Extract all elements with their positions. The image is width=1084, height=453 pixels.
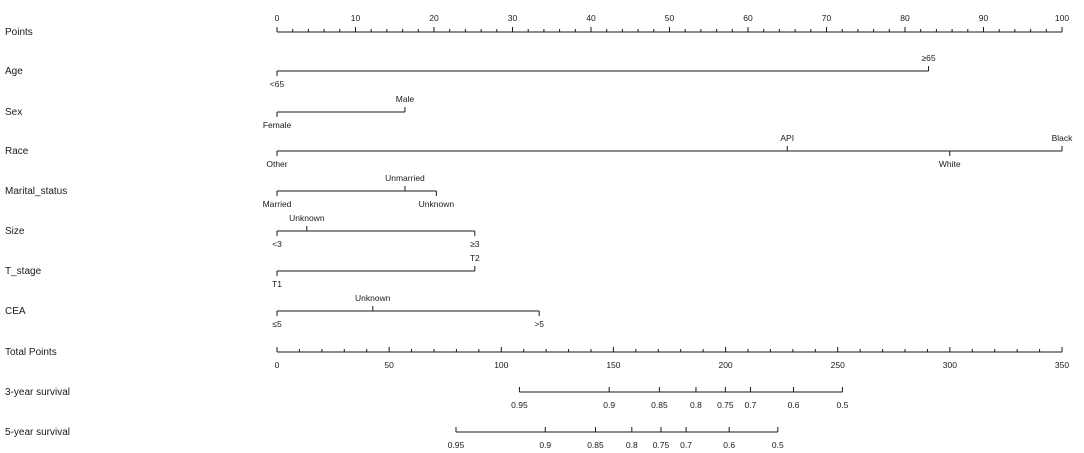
points-tick-label: 10 <box>351 13 361 23</box>
5-year-survival-tick-label: 0.6 <box>723 440 735 450</box>
row-label-race: Race <box>5 146 29 157</box>
points-tick-label: 70 <box>822 13 832 23</box>
t-stage-level-label: T2 <box>470 253 480 263</box>
points-tick-label: 90 <box>979 13 989 23</box>
5-year-survival-tick-label: 0.7 <box>680 440 692 450</box>
row-label-t-stage: T_stage <box>5 266 42 277</box>
row-label-marital-status: Marital_status <box>5 186 67 197</box>
points-tick-label: 50 <box>665 13 675 23</box>
total-points-tick-label: 300 <box>943 360 957 370</box>
sex-level-label: Male <box>396 94 415 104</box>
size-level-label: Unknown <box>289 213 325 223</box>
marital-status-level-label: Unmarried <box>385 173 425 183</box>
points-tick-label: 20 <box>429 13 439 23</box>
points-tick-label: 40 <box>586 13 596 23</box>
cea-level-label: Unknown <box>355 293 391 303</box>
size-level-label: <3 <box>272 239 282 249</box>
total-points-tick-label: 150 <box>606 360 620 370</box>
total-points-tick-label: 100 <box>494 360 508 370</box>
5-year-survival-tick-label: 0.5 <box>772 440 784 450</box>
race-level-label: White <box>939 159 961 169</box>
row-label-3-year-survival: 3-year survival <box>5 387 70 398</box>
3-year-survival-tick-label: 0.95 <box>511 400 528 410</box>
3-year-survival-tick-label: 0.75 <box>717 400 734 410</box>
3-year-survival-tick-label: 0.6 <box>788 400 800 410</box>
row-label-5-year-survival: 5-year survival <box>5 427 70 438</box>
marital-status-level-label: Married <box>263 199 292 209</box>
t-stage-level-label: T1 <box>272 279 282 289</box>
row-label-size: Size <box>5 226 25 237</box>
cea-level-label: >5 <box>534 319 544 329</box>
points-tick-label: 60 <box>743 13 753 23</box>
sex-level-label: Female <box>263 120 292 130</box>
total-points-tick-label: 50 <box>384 360 394 370</box>
race-level-label: Black <box>1052 133 1074 143</box>
size-level-label: ≥3 <box>470 239 480 249</box>
5-year-survival-tick-label: 0.85 <box>587 440 604 450</box>
cea-level-label: ≤5 <box>272 319 282 329</box>
3-year-survival-tick-label: 0.9 <box>603 400 615 410</box>
age-level-label: ≥65 <box>921 53 935 63</box>
5-year-survival-tick-label: 0.95 <box>448 440 465 450</box>
points-tick-label: 80 <box>900 13 910 23</box>
total-points-tick-label: 0 <box>275 360 280 370</box>
row-label-age: Age <box>5 66 23 77</box>
row-label-sex: Sex <box>5 107 22 118</box>
points-tick-label: 100 <box>1055 13 1069 23</box>
total-points-tick-label: 350 <box>1055 360 1069 370</box>
5-year-survival-tick-label: 0.8 <box>626 440 638 450</box>
total-points-tick-label: 200 <box>718 360 732 370</box>
points-tick-label: 0 <box>275 13 280 23</box>
total-points-tick-label: 250 <box>831 360 845 370</box>
3-year-survival-tick-label: 0.85 <box>651 400 668 410</box>
3-year-survival-tick-label: 0.8 <box>690 400 702 410</box>
points-tick-label: 30 <box>508 13 518 23</box>
5-year-survival-tick-label: 0.9 <box>539 440 551 450</box>
row-label-cea: CEA <box>5 306 26 317</box>
row-label-total-points: Total Points <box>5 347 57 358</box>
race-level-label: API <box>780 133 794 143</box>
age-level-label: <65 <box>270 79 285 89</box>
3-year-survival-tick-label: 0.7 <box>745 400 757 410</box>
marital-status-level-label: Unknown <box>419 199 455 209</box>
3-year-survival-tick-label: 0.5 <box>837 400 849 410</box>
race-level-label: Other <box>266 159 287 169</box>
5-year-survival-tick-label: 0.75 <box>653 440 670 450</box>
row-label-points: Points <box>5 27 33 38</box>
